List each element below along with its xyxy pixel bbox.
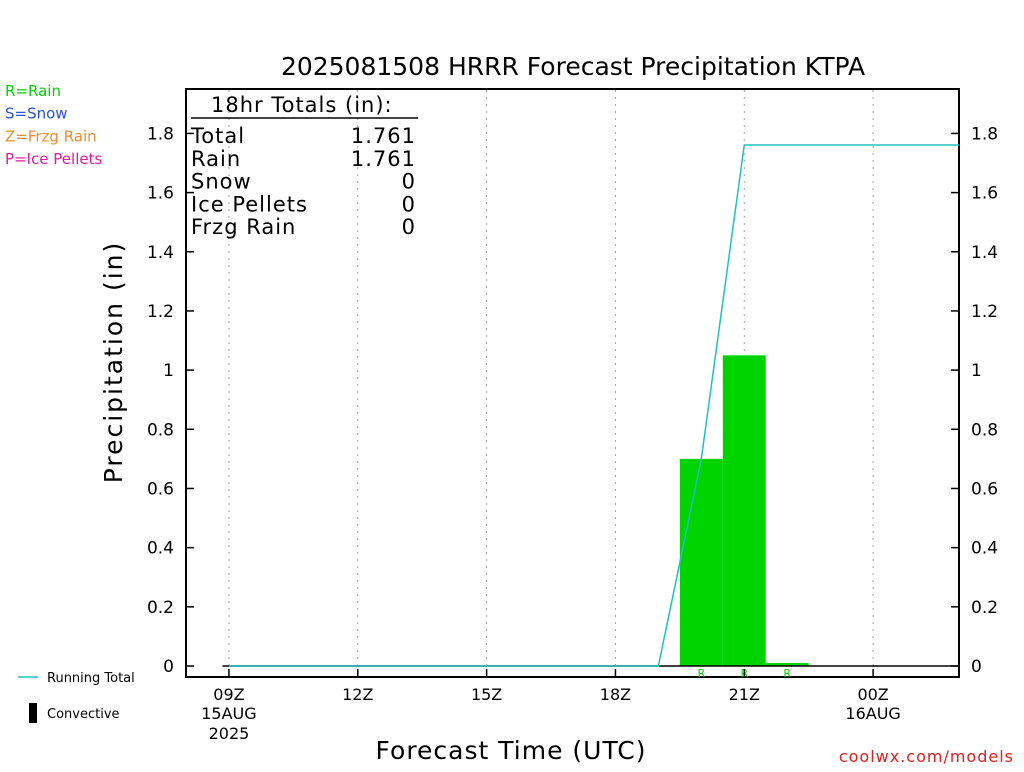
y-tick-label-right: 0.6: [971, 479, 998, 499]
totals-row-value: 0: [402, 215, 416, 239]
totals-box: 18hr Totals (in): Total 1.761 Rain 1.761 Sno…: [190, 93, 418, 239]
bars: [679, 355, 809, 666]
y-tick-label-right: 1.6: [971, 184, 998, 204]
x-tick-date: 15AUG: [201, 704, 256, 723]
ptype-legend: R=Rain S=Snow Z=Frzg Rain P=Ice Pellets: [5, 82, 102, 168]
ptype-legend-item: P=Ice Pellets: [5, 150, 102, 168]
y-tick-label: 1.6: [147, 184, 174, 204]
y-tick-label: 0.4: [147, 539, 174, 559]
totals-row-label: Frzg Rain: [191, 215, 296, 239]
running-total-label: Running Total: [47, 671, 135, 686]
x-tick-label: 12Z: [342, 685, 373, 704]
y-tick-label: 1: [163, 361, 174, 381]
ptype-legend-item: S=Snow: [5, 105, 68, 123]
totals-row-value: 0: [402, 192, 416, 216]
y-tick-label-right: 1.4: [971, 243, 998, 263]
totals-row-label: Ice Pellets: [191, 192, 308, 216]
totals-row-label: Total: [190, 124, 245, 148]
x-tick-label: 21Z: [729, 685, 760, 704]
y-tick-label-right: 1: [971, 361, 982, 381]
precip-bar: [722, 355, 766, 666]
totals-row-label: Snow: [191, 170, 252, 194]
y-tick-label: 0.2: [147, 598, 174, 618]
y-tick-label: 1.8: [147, 124, 174, 144]
ptype-legend-item: R=Rain: [5, 82, 61, 100]
totals-heading: 18hr Totals (in):: [211, 93, 393, 117]
precip-bar: [765, 663, 809, 666]
plot-frame: [185, 88, 960, 678]
x-tick-label: 18Z: [600, 685, 631, 704]
x-tick-date: 16AUG: [845, 704, 900, 723]
y-tick-label-right: 0.8: [971, 420, 998, 440]
y-tick-label: 1.2: [147, 302, 174, 322]
y-tick-label: 0: [163, 657, 174, 677]
convective-label: Convective: [47, 707, 120, 722]
totals-row-label: Rain: [191, 147, 241, 171]
credit-text: coolwx.com/models: [839, 747, 1014, 766]
convective-swatch: [29, 703, 37, 723]
y-axis-right: 0 0.2 0.4 0.6 0.8 1 1.2 1.4 1.6 1.8: [951, 124, 998, 677]
y-tick-label: 0.8: [147, 420, 174, 440]
totals-row-value: 0: [402, 170, 416, 194]
y-tick-label-right: 0: [971, 657, 982, 677]
ptype-marker: R: [783, 667, 791, 680]
ptype-marker: R: [698, 667, 706, 680]
x-tick-label: 15Z: [471, 685, 502, 704]
y-axis-left: 0 0.2 0.4 0.6 0.8 1 1.2 1.4 1.6 1.8: [147, 124, 194, 677]
y-tick-label: 0.6: [147, 479, 174, 499]
x-tick-year: 2025: [209, 724, 250, 743]
y-tick-label-right: 1.2: [971, 302, 998, 322]
totals-row-value: 1.761: [351, 124, 416, 148]
chart-title: 2025081508 HRRR Forecast Precipitation K…: [281, 52, 865, 81]
totals-row-value: 1.761: [351, 147, 416, 171]
running-total-polyline: [228, 144, 959, 667]
precip-bar: [679, 458, 723, 666]
x-tick-label: 09Z: [213, 685, 244, 704]
y-tick-label-right: 1.8: [971, 124, 998, 144]
y-tick-label-right: 0.2: [971, 598, 998, 618]
ptype-legend-item: Z=Frzg Rain: [5, 127, 97, 145]
y-axis-label: Precipitation (in): [99, 241, 128, 484]
x-tick-label: 00Z: [857, 685, 888, 704]
x-axis-label: Forecast Time (UTC): [376, 736, 647, 765]
grid-lines: [228, 90, 874, 676]
running-total-line: [228, 144, 959, 667]
y-tick-label: 1.4: [147, 243, 174, 263]
y-tick-label-right: 0.4: [971, 539, 998, 559]
